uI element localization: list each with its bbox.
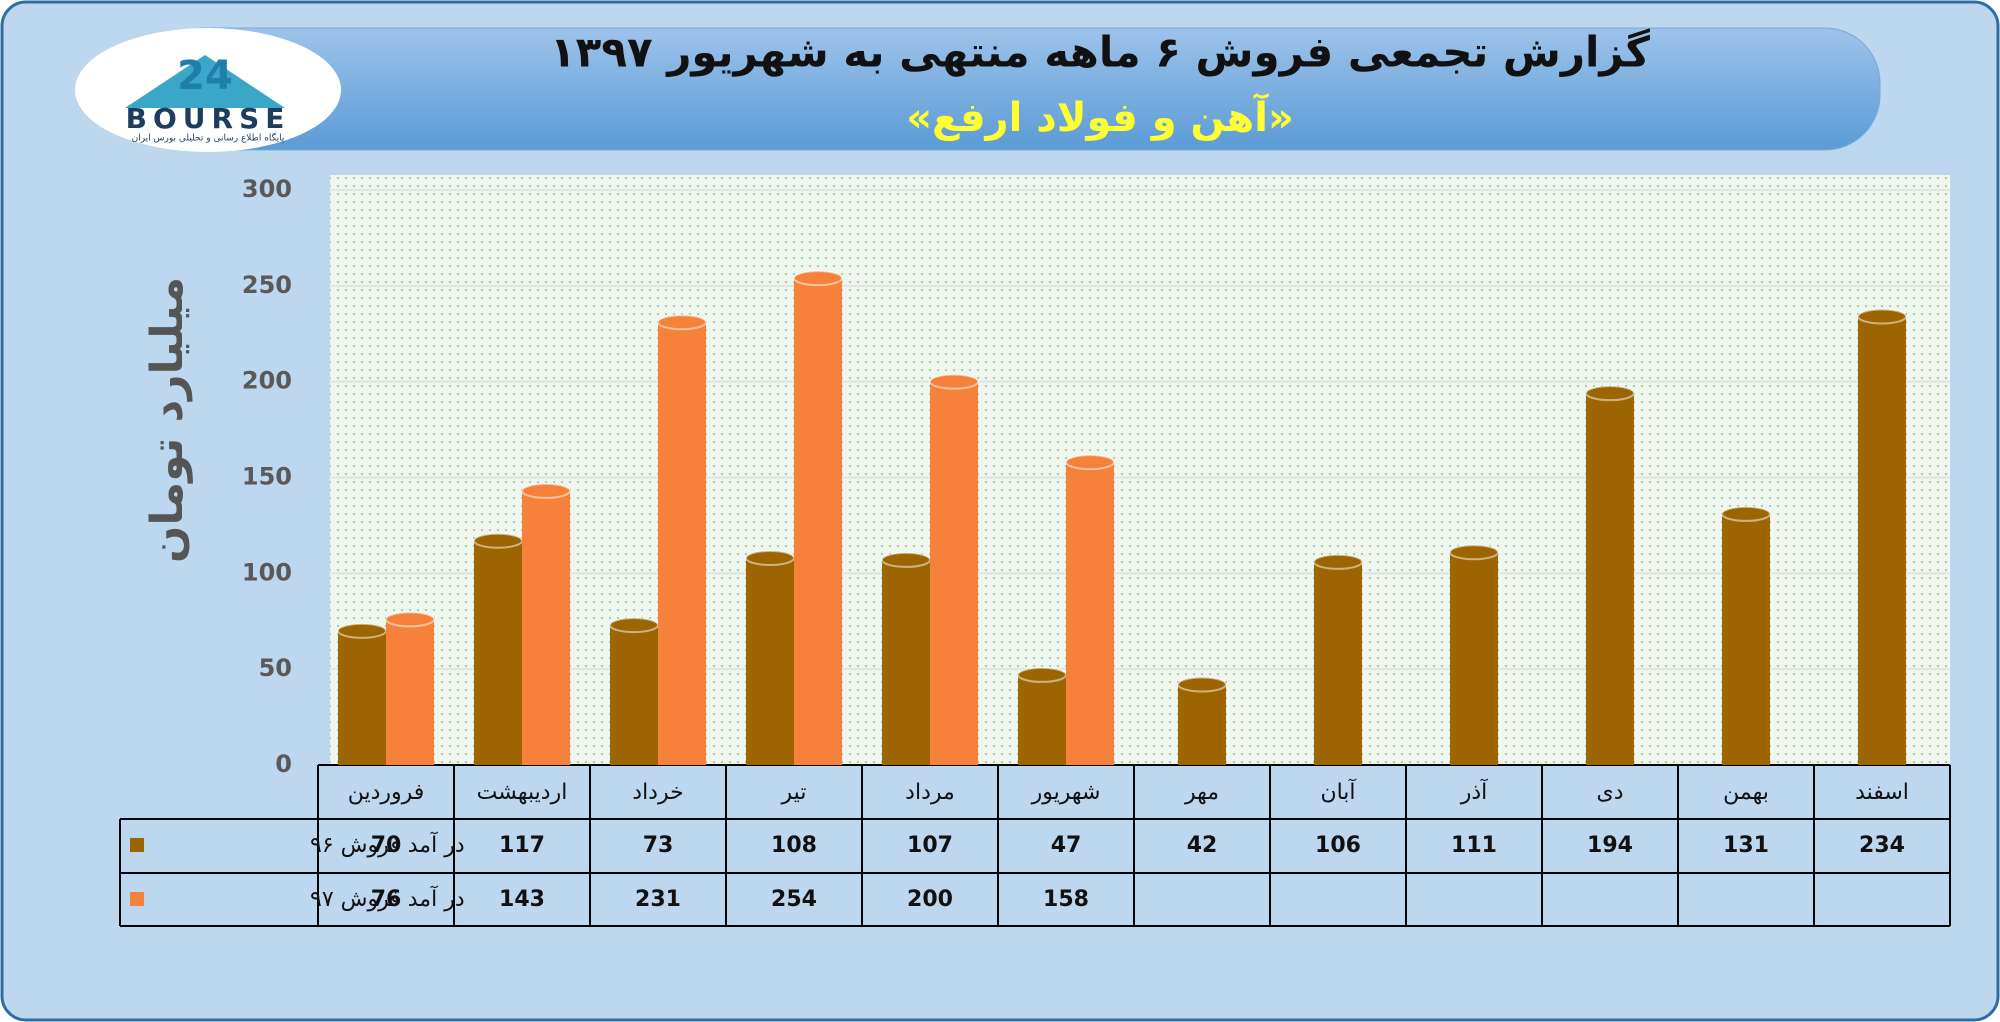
bar xyxy=(1450,552,1498,765)
bar-top xyxy=(521,482,571,499)
plot-area xyxy=(330,175,1950,765)
bar-top xyxy=(337,622,387,639)
bar-top xyxy=(1721,505,1771,522)
bar-top xyxy=(1585,385,1635,402)
x-tick-label: مرداد xyxy=(905,780,955,805)
bar-top xyxy=(1857,308,1907,325)
bar xyxy=(930,381,978,765)
bar xyxy=(522,490,570,765)
x-tick-label: آبان xyxy=(1320,778,1356,805)
bar xyxy=(746,558,794,765)
x-tick-label: تیر xyxy=(781,780,807,805)
bar xyxy=(658,322,706,765)
bar xyxy=(474,540,522,765)
y-tick-label: 50 xyxy=(259,654,292,682)
x-tick-label: خرداد xyxy=(632,780,683,805)
bar-top xyxy=(745,550,795,566)
bar-top xyxy=(1017,666,1067,683)
legend-swatch xyxy=(130,838,144,852)
bar xyxy=(1178,684,1226,765)
bar-top xyxy=(1449,544,1499,561)
bar xyxy=(882,559,930,765)
bar-top xyxy=(1065,454,1115,471)
bar xyxy=(338,630,386,765)
bar-top xyxy=(657,314,707,331)
bar-top xyxy=(1177,676,1227,693)
bar-top xyxy=(385,611,435,628)
bar xyxy=(610,625,658,765)
logo-number: 24 xyxy=(177,53,233,99)
x-tick-label: مهر xyxy=(1184,780,1219,805)
bar-top xyxy=(881,551,931,568)
bar xyxy=(386,619,434,765)
table-value: 76 xyxy=(371,887,402,912)
x-tick-label: دی xyxy=(1596,780,1623,805)
y-tick-label: 250 xyxy=(242,271,292,299)
table-value: 231 xyxy=(635,887,681,912)
x-tick-label: اردیبهشت xyxy=(477,780,568,805)
chart-subtitle: «آهن و فولاد ارفع» xyxy=(906,92,1294,141)
legend-label: در آمد فروش ۹۷ xyxy=(310,885,465,912)
x-tick-label: آذر xyxy=(1460,778,1488,805)
y-axis-label: میلیارد تومان xyxy=(142,277,193,563)
y-tick-label: 100 xyxy=(242,558,292,586)
x-tick-label: فروردین xyxy=(348,780,425,805)
table-value: 234 xyxy=(1859,833,1905,858)
bar-top xyxy=(1313,553,1363,570)
bar-top xyxy=(929,373,979,390)
bar xyxy=(794,278,842,765)
bar xyxy=(1314,561,1362,765)
x-tick-label: شهریور xyxy=(1031,780,1101,805)
table-value: 47 xyxy=(1051,833,1082,858)
table-value: 254 xyxy=(771,887,817,912)
logo-text: BOURSE xyxy=(126,102,291,135)
legend-label: در آمد فروش ۹۶ xyxy=(310,831,465,858)
bar xyxy=(1858,316,1906,765)
chart-title: گزارش تجمعی فروش ۶ ماهه منتهی به شهریور … xyxy=(550,28,1650,78)
bar xyxy=(1722,513,1770,765)
table-value: 111 xyxy=(1451,833,1497,858)
x-tick-label: اسفند xyxy=(1855,780,1909,805)
table-value: 108 xyxy=(771,833,817,858)
bar-top xyxy=(473,532,523,549)
bar xyxy=(1586,393,1634,765)
bar xyxy=(1066,462,1114,765)
table-value: 107 xyxy=(907,833,953,858)
y-tick-label: 0 xyxy=(275,750,292,778)
y-tick-label: 300 xyxy=(242,175,292,203)
table-value: 131 xyxy=(1723,833,1769,858)
x-tick-label: بهمن xyxy=(1723,780,1769,805)
table-value: 158 xyxy=(1043,887,1089,912)
table-value: 106 xyxy=(1315,833,1361,858)
table-value: 70 xyxy=(371,833,402,858)
bar-top xyxy=(609,617,659,634)
bar xyxy=(1018,674,1066,765)
legend-swatch xyxy=(130,892,144,906)
table-value: 143 xyxy=(499,887,545,912)
table-value: 117 xyxy=(499,833,545,858)
logo-shape xyxy=(125,55,285,108)
y-tick-label: 200 xyxy=(242,367,292,395)
bar-top xyxy=(793,270,843,287)
table-value: 73 xyxy=(643,833,674,858)
table-value: 42 xyxy=(1187,833,1218,858)
table-value: 194 xyxy=(1587,833,1633,858)
y-tick-label: 150 xyxy=(242,463,292,491)
table-value: 200 xyxy=(907,887,953,912)
logo-caption: پایگاه اطلاع رسانی و تحلیلی بورس ایران xyxy=(132,132,285,144)
